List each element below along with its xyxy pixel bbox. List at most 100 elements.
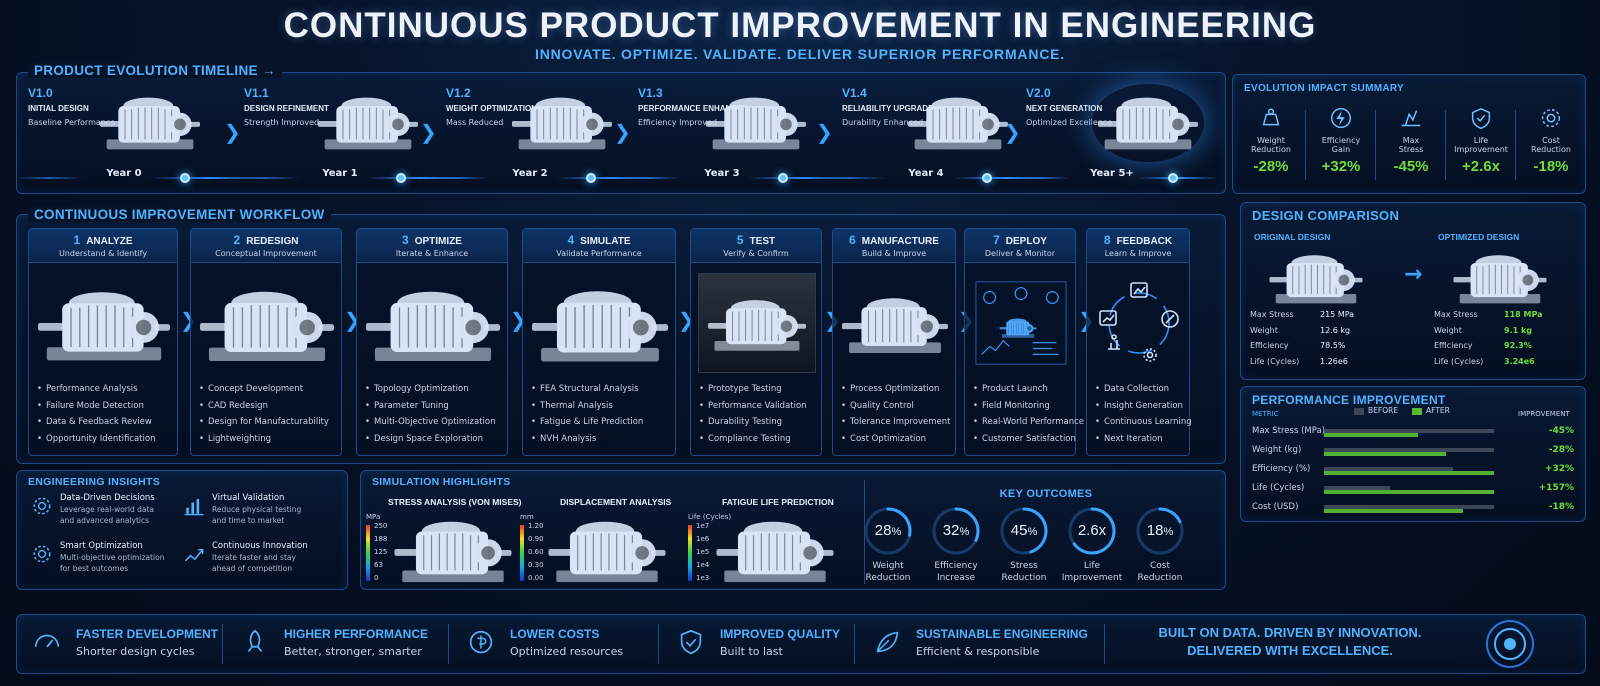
bullet-text: Fatigue & Life Prediction	[540, 417, 644, 428]
step-bullet: • Tolerance Improvement	[841, 414, 950, 431]
footer-icon	[872, 628, 902, 658]
scale-tick-label: 0.00	[528, 574, 544, 582]
arrow-right-icon: →	[261, 63, 276, 78]
gearbox-cad-render-icon	[200, 277, 334, 369]
step-render	[972, 273, 1070, 373]
timeline-year: Year 5+	[1090, 168, 1134, 179]
step-name: FEEDBACK	[1116, 236, 1173, 247]
insight-line-1: Reduce physical testing	[212, 505, 302, 514]
bullet-text: Tolerance Improvement	[850, 417, 951, 428]
bullet-text: CAD Redesign	[208, 400, 268, 411]
step-header: 1 ANALYZE Understand & Identify	[29, 229, 177, 263]
timeline-node[interactable]	[586, 173, 596, 183]
outcome-label-2: Increase	[936, 573, 976, 583]
chevron-right-icon: ❯	[420, 120, 437, 144]
impact-label-1: Life	[1473, 136, 1489, 145]
step-subtitle: Validate Performance	[556, 249, 642, 258]
outcome-label-2: Reduction	[1001, 573, 1047, 583]
color-scale	[520, 525, 524, 581]
insight-line-1: Leverage real-world data	[60, 505, 154, 514]
step-title: 8 FEEDBACK	[1087, 233, 1189, 247]
improvement-value: +32%	[1544, 464, 1574, 474]
timeline-node[interactable]	[778, 173, 788, 183]
bullet-text: Design Space Exploration	[374, 433, 484, 444]
timeline-track	[1138, 177, 1218, 179]
workflow-step-analyze[interactable]: 1 ANALYZE Understand & Identify • Performanc…	[28, 228, 178, 456]
step-name: TEST	[749, 236, 776, 247]
impact-label-2: Reduction	[1531, 145, 1571, 154]
bullet-text: Cost Optimization	[850, 433, 926, 444]
workflow-step-deploy[interactable]: 7 DEPLOY Deliver & Monitor • Product Launch…	[964, 228, 1084, 456]
legend-after-swatch	[1412, 408, 1422, 415]
workflow-step-manufacture[interactable]: 6 MANUFACTURE Build & Improve • Process Opti…	[832, 228, 956, 456]
scale-tick-label: 1e3	[696, 574, 710, 582]
bullet-dot: •	[973, 417, 979, 428]
version-number: V2.0	[1026, 86, 1051, 100]
bullet-text: Data & Feedback Review	[46, 417, 152, 428]
chevron-right-icon: ❯	[614, 120, 631, 144]
workflow-step-feedback[interactable]: 8 FEEDBACK Learn & Improve • Data Collectio…	[1086, 228, 1192, 456]
step-bullet: • Real-World Performance	[973, 414, 1084, 431]
step-bullet: • Thermal Analysis	[531, 398, 643, 415]
footer-item-sub: Shorter design cycles	[76, 645, 195, 658]
step-render	[364, 273, 502, 373]
timeline-node[interactable]	[180, 173, 190, 183]
ring-progress	[1068, 507, 1116, 555]
scale-tick-label: 1e7	[696, 522, 710, 530]
timeline-item[interactable]: V1.3 PERFORMANCE ENHANCED Efficiency Impro…	[638, 86, 838, 186]
workflow-step-test[interactable]: 5 TEST Verify & Confirm • Prototype Testing •…	[690, 228, 822, 456]
comparison-metric: Efficiency	[1250, 341, 1289, 350]
footer-icon	[240, 628, 270, 658]
bullet-text: Real-World Performance	[982, 417, 1084, 428]
gearbox-render-icon	[38, 279, 170, 367]
impact-item: Weight Reduction -28%	[1236, 106, 1306, 190]
timeline-item[interactable]: V1.0 INITIAL DESIGN Baseline Performance	[28, 86, 228, 186]
step-bullet: • Design Space Exploration	[365, 431, 495, 448]
comparison-title: DESIGN COMPARISON	[1252, 208, 1400, 223]
footer-bar	[16, 614, 1586, 674]
workflow-step-optimize[interactable]: 3 OPTIMIZE Iterate & Enhance • Topology Opti…	[356, 228, 508, 456]
step-header: 6 MANUFACTURE Build & Improve	[833, 229, 955, 263]
version-number: V1.1	[244, 86, 269, 100]
bullet-text: Durability Testing	[708, 417, 783, 428]
bullet-text: NVH Analysis	[540, 433, 597, 444]
step-bullets: • Process Optimization • Quality Control • To…	[841, 381, 950, 447]
timeline-node[interactable]	[1168, 173, 1178, 183]
impact-icon-wrap	[1236, 106, 1306, 132]
bullet-dot: •	[365, 417, 371, 428]
bullet-dot: •	[973, 433, 979, 444]
timeline-item[interactable]: V1.1 DESIGN REFINEMENT Strength Improved	[244, 86, 444, 186]
digital-monitor-icon	[975, 281, 1067, 365]
ring-progress	[864, 507, 912, 555]
outcome-ring	[1136, 507, 1184, 555]
timeline-title: PRODUCT EVOLUTION TIMELINE →	[28, 63, 282, 78]
step-subtitle: Build & Improve	[861, 249, 927, 258]
timeline-item[interactable]: V2.0 NEXT GENERATION Optimized Excellence	[1026, 86, 1226, 186]
speedometer-icon	[34, 634, 60, 648]
timeline-item[interactable]: V1.2 WEIGHT OPTIMIZATION Mass Reduced	[446, 86, 646, 186]
color-scale	[366, 525, 370, 581]
insight-title: Data-Driven Decisions	[60, 493, 155, 503]
bullet-dot: •	[1095, 433, 1101, 444]
version-desc: Mass Reduced	[446, 118, 504, 127]
insight-icon	[30, 542, 54, 566]
timeline-node[interactable]	[982, 173, 992, 183]
gear-data-icon	[33, 497, 51, 515]
impact-value: -28%	[1253, 158, 1289, 175]
comparison-value: 9.1 kg	[1504, 325, 1533, 335]
step-bullet: • Performance Validation	[699, 398, 807, 415]
impact-value: +32%	[1321, 158, 1361, 175]
gearbox-image	[908, 82, 1008, 160]
evolution-impact-summary	[1232, 74, 1586, 194]
impact-value: -45%	[1393, 158, 1429, 175]
workflow-step-simulate[interactable]: 4 SIMULATE Validate Performance • FEA Struct…	[522, 228, 676, 456]
workflow-step-redesign[interactable]: 2 REDESIGN Conceptual Improvement • Concept …	[190, 228, 342, 456]
step-name: OPTIMIZE	[414, 236, 462, 247]
workflow-title: CONTINUOUS IMPROVEMENT WORKFLOW	[28, 207, 331, 222]
timeline-item[interactable]: V1.4 RELIABILITY UPGRADE Durability Enhanc…	[842, 86, 1042, 186]
step-bullets: • Prototype Testing • Performance Validatio…	[699, 381, 807, 447]
version-number: V1.4	[842, 86, 867, 100]
timeline-node[interactable]	[396, 173, 406, 183]
topology-optimized-gearbox-icon	[366, 276, 500, 370]
version-name: PERFORMANCE ENHANCED	[638, 104, 749, 113]
